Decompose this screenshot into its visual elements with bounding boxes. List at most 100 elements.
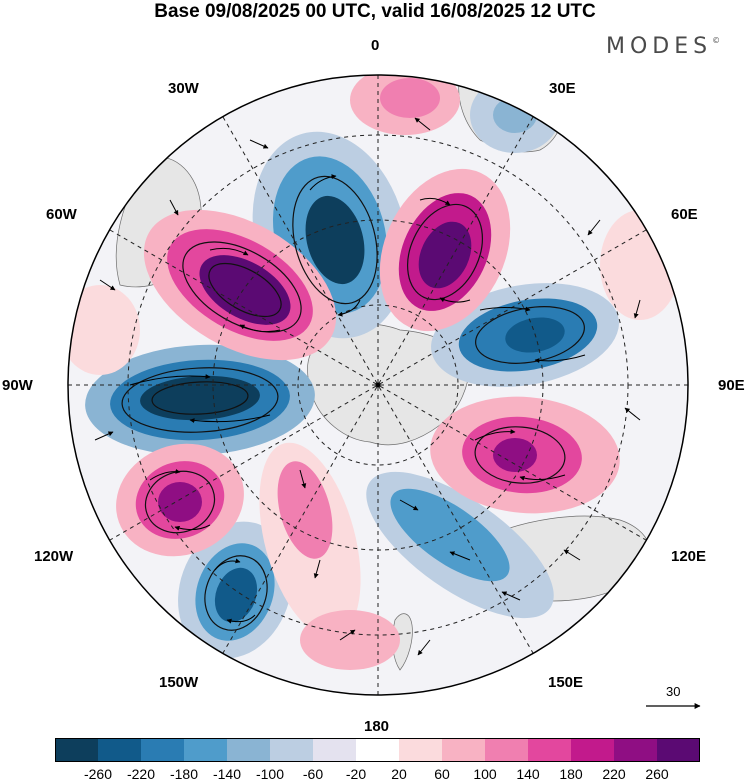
- wind-arrow: [563, 549, 581, 561]
- low-center-150e-mid: [390, 488, 510, 582]
- wind-arrow: [624, 407, 641, 421]
- wind-arrow: [474, 429, 516, 441]
- colorbar-tick-label: 100: [473, 766, 497, 782]
- wind-arrow: [209, 247, 249, 256]
- contour-high-115w: [144, 470, 216, 534]
- graticule: [68, 75, 688, 695]
- meridian-60w-120e: [109, 229, 647, 541]
- high-center-75w: [68, 285, 140, 375]
- wind-arrow: [449, 551, 471, 561]
- wind-arrow: [417, 639, 431, 656]
- contour-low-135w: [204, 555, 268, 631]
- meridian-30e-150w: [222, 116, 534, 654]
- wind-arrow: [419, 197, 451, 206]
- modes-logo: MODES©: [606, 34, 720, 59]
- colorbar-swatch: [485, 738, 529, 762]
- brand-name: MODES: [606, 34, 713, 59]
- high-center-70e: [600, 210, 680, 320]
- contour-low-90w: [121, 367, 279, 433]
- wind-arrow: [309, 174, 337, 191]
- high-center-0-mid: [380, 78, 440, 118]
- wind-arrow: [174, 524, 211, 531]
- colorbar-tick-label: -260: [83, 766, 113, 782]
- wind-arrow: [339, 629, 356, 641]
- wind-arrow: [414, 117, 431, 131]
- wind-arrow: [479, 306, 531, 312]
- colorbar-swatch: [442, 738, 486, 762]
- wind-arrow: [189, 414, 271, 424]
- contour-low-90w-inner: [151, 381, 249, 415]
- contour-high-60w-inner: [208, 262, 282, 318]
- colorbar-border: [55, 738, 700, 762]
- contour-high-105e: [474, 426, 566, 484]
- colorbar-swatch: [356, 738, 400, 762]
- lon-label-180: 180: [364, 718, 390, 735]
- high-center-15e-core: [418, 221, 472, 289]
- contour-high-60w: [182, 241, 302, 333]
- colorbar-tick-label: -100: [255, 766, 285, 782]
- colorbar-tick-label: -220: [126, 766, 156, 782]
- wind-vectors: [94, 117, 641, 656]
- high-center-115w-core: [158, 482, 202, 522]
- lon-label-150e: 150E: [548, 674, 584, 691]
- south-pole-dot: [375, 382, 381, 388]
- colorbar-tick-label: 60: [434, 766, 450, 782]
- colorbar-swatch: [313, 738, 357, 762]
- contour-lines: [121, 175, 585, 631]
- wind-arrow: [399, 499, 419, 511]
- wind-arrow: [249, 139, 269, 149]
- colorbar-swatch: [227, 738, 271, 762]
- wind-arrow: [439, 297, 471, 303]
- high-center-60w-core: [199, 255, 291, 325]
- colorbar-swatch: [571, 738, 615, 762]
- wind-arrow: [149, 468, 181, 481]
- colorbar-tick-label: 140: [516, 766, 540, 782]
- wind-arrow: [501, 591, 521, 601]
- high-center-170e: [300, 610, 400, 670]
- wind-arrow: [94, 431, 114, 441]
- colorbar: [55, 738, 700, 762]
- low-center-0-core: [305, 195, 365, 285]
- lon-label-30e: 30E: [549, 80, 576, 97]
- latitude-circle-75s: [297, 304, 459, 466]
- wind-arrow: [313, 559, 321, 579]
- colorbar-tick-label: -60: [302, 766, 324, 782]
- colorbar-swatch: [614, 738, 658, 762]
- colorbar-tick-label: -180: [169, 766, 199, 782]
- colorbar-swatch: [657, 738, 700, 762]
- wind-arrow: [519, 474, 566, 481]
- colorbar-tick-label: -20: [345, 766, 367, 782]
- colorbar-swatch: [528, 738, 572, 762]
- wind-arrow: [99, 279, 116, 291]
- lon-label-90e: 90E: [718, 377, 745, 394]
- lon-label-60e: 60E: [671, 206, 698, 223]
- lon-label-120e: 120E: [671, 548, 707, 565]
- wind-arrow: [129, 374, 211, 386]
- colorbar-swatch: [55, 738, 99, 762]
- lon-label-30w: 30W: [168, 80, 199, 97]
- wind-arrow: [226, 614, 256, 624]
- wind-arrow: [169, 199, 179, 216]
- low-center-135w-core: [214, 567, 258, 623]
- wind-arrow: [239, 324, 281, 333]
- lon-label-150w: 150W: [159, 674, 199, 691]
- wind-arrow: [587, 219, 601, 236]
- colorbar-tick-label: 180: [559, 766, 583, 782]
- meridian-60e-120w: [109, 229, 647, 541]
- colorbar-swatch: [184, 738, 228, 762]
- contour-high-15e: [407, 203, 483, 301]
- colorbar-tick-label: 220: [602, 766, 626, 782]
- meridian-30w-150e: [222, 116, 534, 654]
- wind-arrow: [534, 354, 586, 364]
- lon-label-120w: 120W: [34, 548, 74, 565]
- lon-label-90w: 90W: [2, 377, 33, 394]
- colorbar-tick-label: 260: [645, 766, 669, 782]
- colorbar-tick-label: -140: [212, 766, 242, 782]
- colorbar-swatch: [98, 738, 142, 762]
- wind-arrow: [214, 558, 241, 571]
- high-center-105e-core: [493, 438, 537, 472]
- map-outline: [67, 74, 689, 696]
- wind-arrow: [633, 299, 641, 319]
- colorbar-swatch: [399, 738, 443, 762]
